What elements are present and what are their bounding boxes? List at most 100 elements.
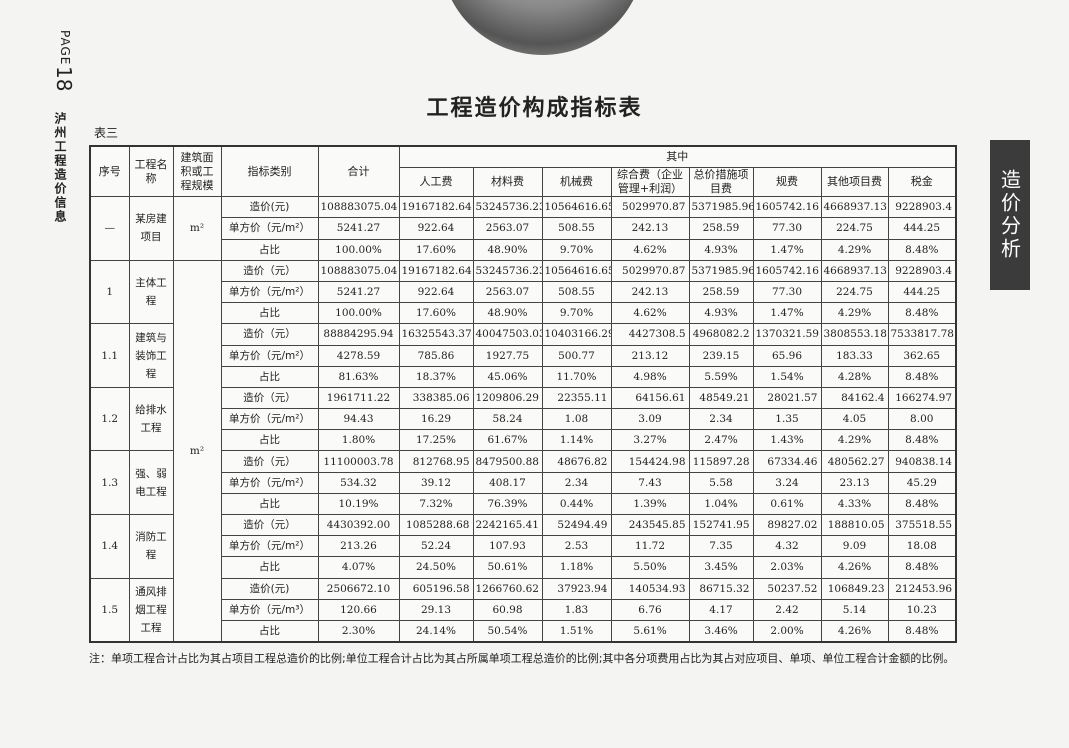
value-cell: 61.67% <box>472 429 543 452</box>
value-cell: 2.30% <box>317 619 400 643</box>
value-cell: 9228903.4 <box>887 259 957 282</box>
value-cell: 2.03% <box>752 556 822 579</box>
value-cell: 8.48% <box>887 619 957 643</box>
value-cell: 2506672.10 <box>317 577 400 600</box>
category: 单方价（元/m³） <box>220 598 319 621</box>
value-cell: 1961711.22 <box>317 386 400 410</box>
table-row: — 某房建项目 m² 造价(元) 108883075.04 19167182.64 5324… <box>89 196 957 261</box>
value-cell: 4.93% <box>688 238 754 261</box>
value-cell: 4.32 <box>752 535 822 558</box>
category: 占比 <box>220 556 319 579</box>
category: 单方价（元/m²） <box>220 344 319 367</box>
value-cell: 19167182.64 <box>398 196 474 219</box>
header-cell: 序号 <box>89 145 130 198</box>
value-cell: 212453.96 <box>887 577 957 600</box>
value-cell: 154424.98 <box>610 450 690 473</box>
value-cell: 508.55 <box>541 217 612 240</box>
table-label: 表三 <box>94 126 119 140</box>
value-cell: 100.00% <box>317 238 400 261</box>
value-cell: 1.43% <box>752 429 822 452</box>
value-cell: 108883075.04 <box>317 196 400 219</box>
value-cell: 8.48% <box>887 302 957 325</box>
value-cell: 5.61% <box>610 619 690 643</box>
table-row: 占比 4.07% 24.50% 50.61% 1.18% 5.50% 3.45% 2.03% 4… <box>90 556 957 579</box>
value-cell: 37923.94 <box>541 577 612 600</box>
value-cell: 242.13 <box>610 217 690 240</box>
value-cell: 1085288.68 <box>398 513 474 537</box>
value-cell: 8.00 <box>887 408 957 431</box>
cost-table: 序号 工程名称 建筑面积或工程规模 指标类别 合计 其中 人工费 材料费 机械费 综合… <box>89 145 957 644</box>
value-cell: 183.33 <box>820 344 889 367</box>
category: 单方价（元/m²） <box>220 280 319 304</box>
project-name: 某房建项目 <box>128 196 174 261</box>
value-cell: 5371985.96 <box>688 259 754 282</box>
value-cell: 1.54% <box>752 365 822 388</box>
category: 造价(元) <box>220 196 319 219</box>
header-cell: 指标类别 <box>220 145 319 198</box>
value-cell: 11.72 <box>610 535 690 558</box>
project-name: 强、弱电工程 <box>128 450 174 515</box>
value-cell: 3.27% <box>610 429 690 452</box>
value-cell: 48676.82 <box>541 450 612 473</box>
category: 造价（元） <box>220 386 319 410</box>
value-cell: 7533817.78 <box>887 323 957 346</box>
table-row: 单方价（元/m²） 5241.27 922.64 2563.07 508.55 242.1… <box>90 217 957 240</box>
value-cell: 22355.11 <box>541 386 612 410</box>
value-cell: 4.62% <box>610 238 690 261</box>
value-cell: 362.65 <box>887 344 957 367</box>
value-cell: 84162.4 <box>820 386 889 410</box>
value-cell: 23.13 <box>820 471 889 494</box>
value-cell: 4.29% <box>820 302 889 325</box>
publication-name: 泸州工程造价信息 <box>53 112 67 224</box>
value-cell: 67334.46 <box>752 450 822 473</box>
value-cell: 1.35 <box>752 408 822 431</box>
table-row: 1.2 给排水工程 造价（元） 1961711.22 338385.06 1209806.… <box>89 386 957 452</box>
value-cell: 3.09 <box>610 408 690 431</box>
value-cell: 812768.95 <box>398 450 474 473</box>
value-cell: 224.75 <box>820 217 889 240</box>
value-cell: 2.34 <box>688 408 754 431</box>
value-cell: 50.61% <box>472 556 543 579</box>
value-cell: 94.43 <box>317 408 400 431</box>
project-name: 通风排烟工程工程 <box>128 577 174 643</box>
value-cell: 16.29 <box>398 408 474 431</box>
value-cell: 9.70% <box>541 302 612 325</box>
value-cell: 2.00% <box>752 619 822 643</box>
category: 单方价（元/m²） <box>220 217 319 240</box>
value-cell: 53245736.23 <box>472 196 543 219</box>
value-cell: 115897.28 <box>688 450 754 473</box>
value-cell: 152741.95 <box>688 513 754 537</box>
category: 造价（元） <box>220 323 319 346</box>
value-cell: 5371985.96 <box>688 196 754 219</box>
value-cell: 1.04% <box>688 492 754 516</box>
header-cell: 其他项目费 <box>820 167 889 198</box>
value-cell: 785.86 <box>398 344 474 367</box>
page-number: 18 <box>52 66 76 92</box>
value-cell: 81.63% <box>317 365 400 388</box>
value-cell: 0.61% <box>752 492 822 516</box>
value-cell: 11.70% <box>541 365 612 388</box>
value-cell: 0.44% <box>541 492 612 516</box>
header-cell: 规费 <box>752 167 822 198</box>
value-cell: 17.60% <box>398 302 474 325</box>
page-label: PAGE <box>58 30 72 66</box>
value-cell: 5.14 <box>820 598 889 621</box>
value-cell: 5029970.87 <box>610 259 690 282</box>
decorative-image <box>440 0 645 55</box>
value-cell: 2563.07 <box>472 280 543 304</box>
value-cell: 48.90% <box>472 302 543 325</box>
category: 单方价（元/m²） <box>220 535 319 558</box>
value-cell: 4430392.00 <box>317 513 400 537</box>
category: 占比 <box>220 302 319 325</box>
value-cell: 3.46% <box>688 619 754 643</box>
header-cell: 综合费（企业管理+利润） <box>610 167 690 198</box>
value-cell: 107.93 <box>472 535 543 558</box>
category: 造价(元) <box>220 577 319 600</box>
project-name: 主体工程 <box>128 259 174 325</box>
header-cell: 其中 <box>398 145 957 169</box>
project-name: 给排水工程 <box>128 386 174 452</box>
value-cell: 1.08 <box>541 408 612 431</box>
value-cell: 4668937.13 <box>820 196 889 219</box>
value-cell: 2563.07 <box>472 217 543 240</box>
value-cell: 52.24 <box>398 535 474 558</box>
